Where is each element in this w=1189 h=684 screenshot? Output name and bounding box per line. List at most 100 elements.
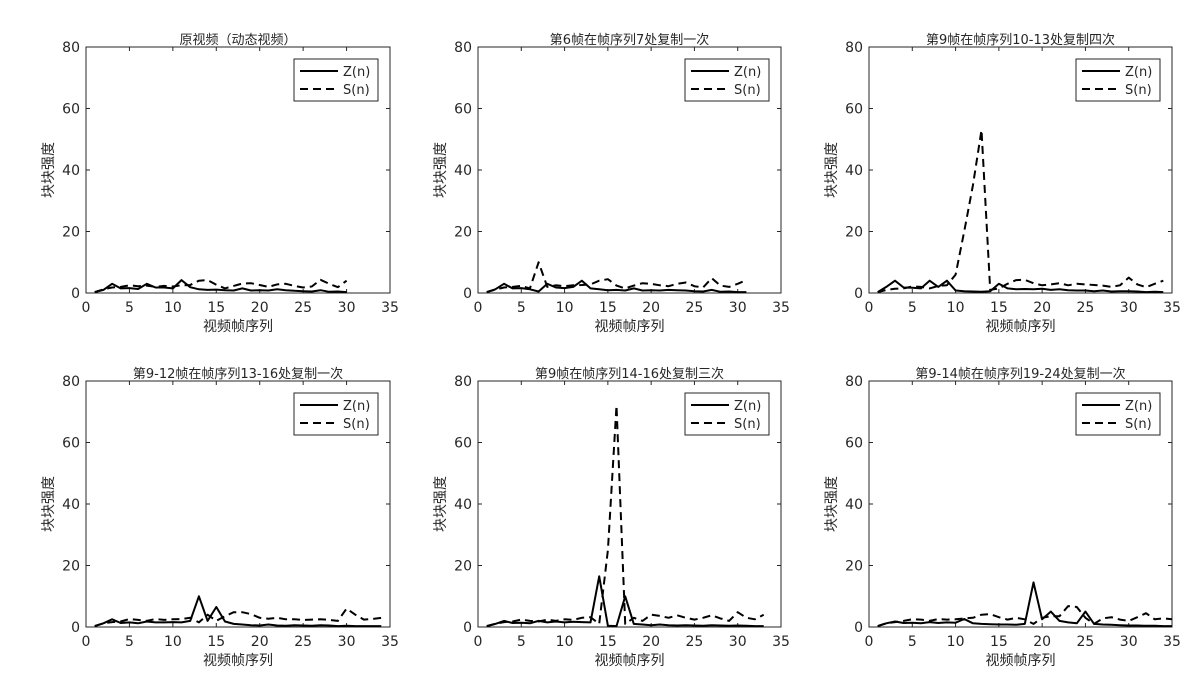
x-tick-label: 25 (1077, 300, 1095, 316)
x-tick-label: 15 (599, 634, 617, 650)
y-tick-label: 80 (62, 374, 80, 390)
x-tick-label: 20 (642, 634, 660, 650)
x-tick-label: 5 (125, 634, 134, 650)
series-line-s (877, 129, 1164, 294)
chart-panel-4: 0 5 10 15 20 25 30 35 0 20 40 60 80 第9-12帧在帧序列13-16处复… (41, 366, 399, 669)
x-tick-label: 30 (1120, 634, 1138, 650)
y-tick-label: 80 (454, 40, 472, 56)
legend-label-2: S(n) (734, 83, 761, 98)
x-tick-label: 10 (556, 634, 574, 650)
legend: Z(n) S(n) (293, 392, 379, 436)
y-tick-label: 80 (845, 40, 863, 56)
x-tick-label: 25 (1077, 634, 1095, 650)
x-tick-label: 35 (1163, 300, 1181, 316)
x-tick-label: 30 (729, 634, 747, 650)
legend-label-2: S(n) (343, 417, 370, 432)
x-tick-label: 25 (686, 634, 704, 650)
x-tick-label: 20 (642, 300, 660, 316)
chart-title: 第9-14帧在帧序列19-24处复制一次 (915, 366, 1125, 382)
legend: Z(n) S(n) (684, 58, 770, 102)
y-tick-label: 60 (62, 102, 80, 118)
legend: Z(n) S(n) (293, 58, 379, 102)
legend-box (1075, 58, 1161, 102)
y-tick-label: 20 (62, 559, 80, 575)
x-axis-label: 视频帧序列 (595, 319, 665, 335)
x-tick-label: 0 (82, 300, 91, 316)
x-tick-label: 20 (1033, 634, 1051, 650)
x-tick-label: 0 (474, 634, 483, 650)
x-tick-label: 15 (990, 634, 1008, 650)
y-tick-label: 20 (845, 559, 863, 575)
x-tick-label: 5 (125, 300, 134, 316)
y-tick-label: 0 (71, 620, 80, 636)
x-axis-label: 视频帧序列 (595, 653, 665, 669)
series-line-z (94, 595, 382, 628)
x-tick-label: 35 (381, 634, 399, 650)
legend-label-1: Z(n) (734, 399, 761, 414)
legend: Z(n) S(n) (1075, 58, 1161, 102)
x-tick-label: 10 (947, 300, 965, 316)
x-tick-label: 5 (517, 300, 526, 316)
x-tick-label: 0 (82, 634, 91, 650)
y-axis-label: 块块强度 (41, 142, 57, 198)
x-tick-label: 0 (865, 300, 874, 316)
y-axis-label: 块块强度 (824, 142, 840, 198)
x-tick-label: 20 (251, 634, 269, 650)
legend-label-1: Z(n) (1125, 399, 1152, 414)
chart-title: 原视频（动态视频） (179, 33, 296, 48)
x-axis-label: 视频帧序列 (203, 319, 273, 335)
y-tick-label: 40 (62, 163, 80, 179)
legend: Z(n) S(n) (684, 392, 770, 436)
y-tick-label: 20 (454, 559, 472, 575)
legend-box (293, 58, 379, 102)
chart-title: 第6帧在帧序列7处复制一次 (550, 32, 710, 48)
series-line-s (486, 404, 765, 628)
y-tick-label: 80 (845, 374, 863, 390)
legend-box (293, 392, 379, 436)
x-axis-label: 视频帧序列 (986, 653, 1056, 669)
x-tick-label: 5 (908, 634, 917, 650)
x-tick-label: 35 (772, 300, 790, 316)
legend-box (684, 392, 770, 436)
chart-title: 第9帧在帧序列14-16处复制三次 (535, 366, 724, 382)
legend-box (684, 58, 770, 102)
x-tick-label: 25 (294, 300, 312, 316)
x-tick-label: 10 (164, 634, 182, 650)
chart-panel-5: 0 5 10 15 20 25 30 35 0 20 40 60 80 第9帧在帧序列14-16处复制三次… (433, 366, 790, 669)
chart-panel-3: 0 5 10 15 20 25 30 35 0 20 40 60 80 第9帧在帧序列10-13处复制四次… (824, 32, 1181, 335)
legend: Z(n) S(n) (1075, 392, 1161, 436)
x-tick-label: 20 (251, 300, 269, 316)
legend-label-1: Z(n) (1125, 65, 1152, 80)
y-tick-label: 60 (62, 436, 80, 452)
x-tick-label: 30 (1120, 300, 1138, 316)
x-tick-label: 5 (517, 634, 526, 650)
y-tick-label: 60 (454, 102, 472, 118)
y-tick-label: 0 (463, 286, 472, 302)
x-tick-label: 10 (556, 300, 574, 316)
series-line-z (877, 581, 1172, 628)
series-line-z (486, 575, 764, 628)
y-tick-label: 40 (62, 497, 80, 513)
series-line-s (94, 278, 348, 294)
x-tick-label: 10 (947, 634, 965, 650)
x-tick-label: 0 (865, 634, 874, 650)
x-tick-label: 15 (207, 300, 225, 316)
chart-title: 第9-12帧在帧序列13-16处复制一次 (133, 366, 343, 382)
y-axis-label: 块块强度 (824, 476, 840, 532)
y-tick-label: 60 (454, 436, 472, 452)
series-line-s (486, 261, 747, 294)
y-tick-label: 80 (454, 374, 472, 390)
x-tick-label: 25 (294, 634, 312, 650)
y-axis-label: 块块强度 (433, 476, 449, 532)
y-tick-label: 20 (62, 225, 80, 241)
x-tick-label: 30 (338, 300, 356, 316)
legend-label-1: Z(n) (343, 65, 370, 80)
y-tick-label: 40 (454, 497, 472, 513)
series-line-z (94, 279, 347, 294)
y-tick-label: 40 (845, 497, 863, 513)
x-axis-label: 视频帧序列 (986, 319, 1056, 335)
x-tick-label: 0 (474, 300, 483, 316)
y-tick-label: 0 (71, 286, 80, 302)
legend-label-2: S(n) (1125, 83, 1152, 98)
